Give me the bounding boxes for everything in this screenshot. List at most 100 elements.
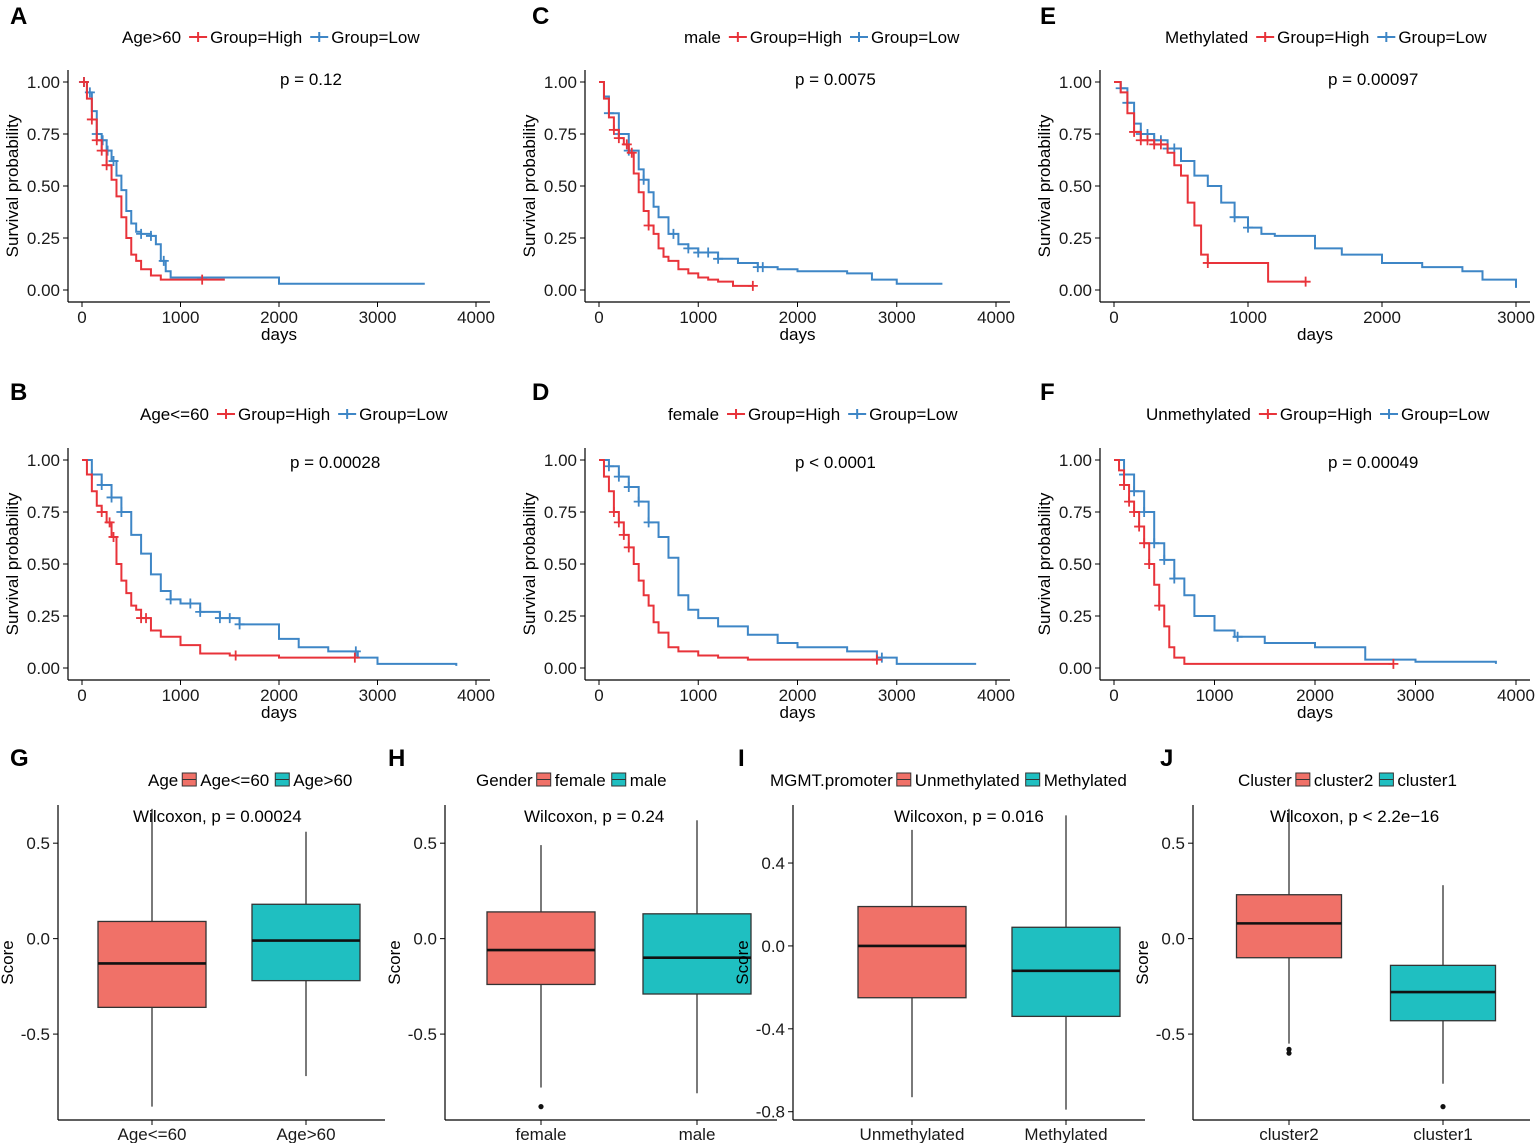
censor-mark xyxy=(703,247,714,258)
y-tick-label: 0.00 xyxy=(27,659,60,678)
y-tick-label: 0.75 xyxy=(27,503,60,522)
y-tick-label: 0.25 xyxy=(27,607,60,626)
x-tick-label: 0 xyxy=(77,686,86,705)
y-axis-title: Survival probability xyxy=(1035,492,1054,635)
y-tick-label: 1.00 xyxy=(1059,73,1092,92)
y-axis-title: Survival probability xyxy=(520,492,539,635)
legend-item: Unmethylated xyxy=(915,771,1020,790)
y-tick-label: 1.00 xyxy=(544,451,577,470)
legend-item: Age>60 xyxy=(293,771,352,790)
censor-mark xyxy=(1232,631,1243,642)
censor-mark xyxy=(613,517,624,528)
legend-item: Methylated xyxy=(1044,771,1127,790)
panel-label: E xyxy=(1040,3,1056,30)
x-tick-label: 3000 xyxy=(878,308,916,327)
censor-mark xyxy=(106,492,117,503)
censor-mark xyxy=(349,652,360,663)
y-tick-label: 0.0 xyxy=(413,930,437,949)
panel-label: I xyxy=(738,745,745,772)
censor-mark xyxy=(141,613,152,624)
y-tick-label: 0.25 xyxy=(544,229,577,248)
legend-item: male xyxy=(630,771,667,790)
legend-item: Group=Low xyxy=(871,28,960,47)
censor-mark xyxy=(638,174,649,185)
y-tick-label: 0.50 xyxy=(27,177,60,196)
y-tick-label: 0.0 xyxy=(1161,930,1185,949)
censor-mark xyxy=(693,247,704,258)
x-tick-label: 1000 xyxy=(1196,686,1234,705)
x-axis-title: days xyxy=(780,325,816,344)
x-axis-title: days xyxy=(780,703,816,722)
panel-label: B xyxy=(10,379,27,406)
x-tick-label: 4000 xyxy=(457,308,495,327)
censor-mark xyxy=(608,507,619,517)
censor-mark xyxy=(86,114,97,125)
y-tick-label: 0.00 xyxy=(27,281,60,300)
panel-F: F 0.00 0.25 0.50 0.75 1.00 0 1000 2000 3000 4000 da… xyxy=(1035,379,1535,722)
censor-mark xyxy=(1149,538,1160,549)
censor-mark xyxy=(350,646,361,657)
censor-mark xyxy=(108,156,119,167)
panel-label: A xyxy=(10,3,27,30)
panel-label: G xyxy=(10,745,29,772)
x-tick-label: 3000 xyxy=(878,686,916,705)
survival-curve-low xyxy=(1114,81,1517,288)
censor-mark xyxy=(96,479,107,490)
panel-E: E 0.00 0.25 0.50 0.75 1.00 0 1000 2000 3000 days Su… xyxy=(1035,3,1535,344)
box-Unmethylated xyxy=(857,905,967,999)
x-tick-label: Methylated xyxy=(1024,1125,1107,1143)
x-tick-label: 4000 xyxy=(977,686,1015,705)
p-value: p < 0.0001 xyxy=(795,453,876,472)
survival-curve-low xyxy=(82,81,425,285)
censor-mark xyxy=(1129,126,1140,137)
outlier-point xyxy=(1286,1050,1292,1056)
censor-mark xyxy=(197,274,208,285)
x-tick-label: 0 xyxy=(594,686,603,705)
censor-mark xyxy=(1129,507,1140,517)
panel-label: F xyxy=(1040,379,1055,406)
y-axis-title: Survival probability xyxy=(3,114,22,257)
x-tick-label: 0 xyxy=(1109,308,1118,327)
censor-mark xyxy=(1169,573,1180,584)
censor-mark xyxy=(1154,600,1165,611)
p-value: p = 0.00028 xyxy=(290,453,380,472)
y-tick-label: -0.5 xyxy=(408,1025,437,1044)
x-tick-label: female xyxy=(515,1125,566,1143)
censor-mark xyxy=(91,135,102,146)
censor-mark xyxy=(96,507,107,517)
legend-item: Group=Low xyxy=(1398,28,1487,47)
censor-mark xyxy=(1139,507,1150,517)
y-tick-label: 1.00 xyxy=(27,451,60,470)
x-tick-label: 0 xyxy=(77,308,86,327)
x-tick-label: 2000 xyxy=(1363,308,1401,327)
x-axis-title: days xyxy=(1297,325,1333,344)
legend-item: Age<=60 xyxy=(200,771,269,790)
panel-C: C 0.00 0.25 0.50 0.75 1.00 0 1000 2000 3000 4000 da… xyxy=(520,3,1015,344)
censor-mark xyxy=(1202,257,1213,268)
censor-mark xyxy=(1142,135,1153,146)
censor-mark xyxy=(136,228,147,239)
x-tick-label: 3000 xyxy=(359,686,397,705)
survival-curve-high xyxy=(1114,459,1394,665)
censor-mark xyxy=(1155,139,1166,150)
panel-label: H xyxy=(388,745,405,772)
legend-title: Age<=60 xyxy=(140,405,209,424)
censor-mark xyxy=(608,124,619,135)
y-tick-label: 0.50 xyxy=(544,177,577,196)
censor-mark xyxy=(623,482,634,493)
x-tick-label: 4000 xyxy=(1497,686,1535,705)
y-tick-label: 0.00 xyxy=(544,281,577,300)
censor-mark xyxy=(104,517,115,528)
y-tick-label: 0.75 xyxy=(1059,503,1092,522)
x-tick-label: 1000 xyxy=(679,686,717,705)
panel-J: J -0.5 0.0 0.5 Score Wilcoxon, p < 2.2e−16 Clu… xyxy=(1133,745,1530,1143)
y-tick-label: 1.00 xyxy=(27,73,60,92)
y-axis-title: Score xyxy=(0,940,17,984)
legend-item: Group=Low xyxy=(331,28,420,47)
censor-mark xyxy=(165,594,176,605)
p-value: Wilcoxon, p = 0.24 xyxy=(524,807,664,826)
legend-title: MGMT.promoter xyxy=(770,771,893,790)
legend-title: Unmethylated xyxy=(1146,405,1251,424)
censor-mark xyxy=(1124,496,1135,507)
y-tick-label: 0.00 xyxy=(544,659,577,678)
